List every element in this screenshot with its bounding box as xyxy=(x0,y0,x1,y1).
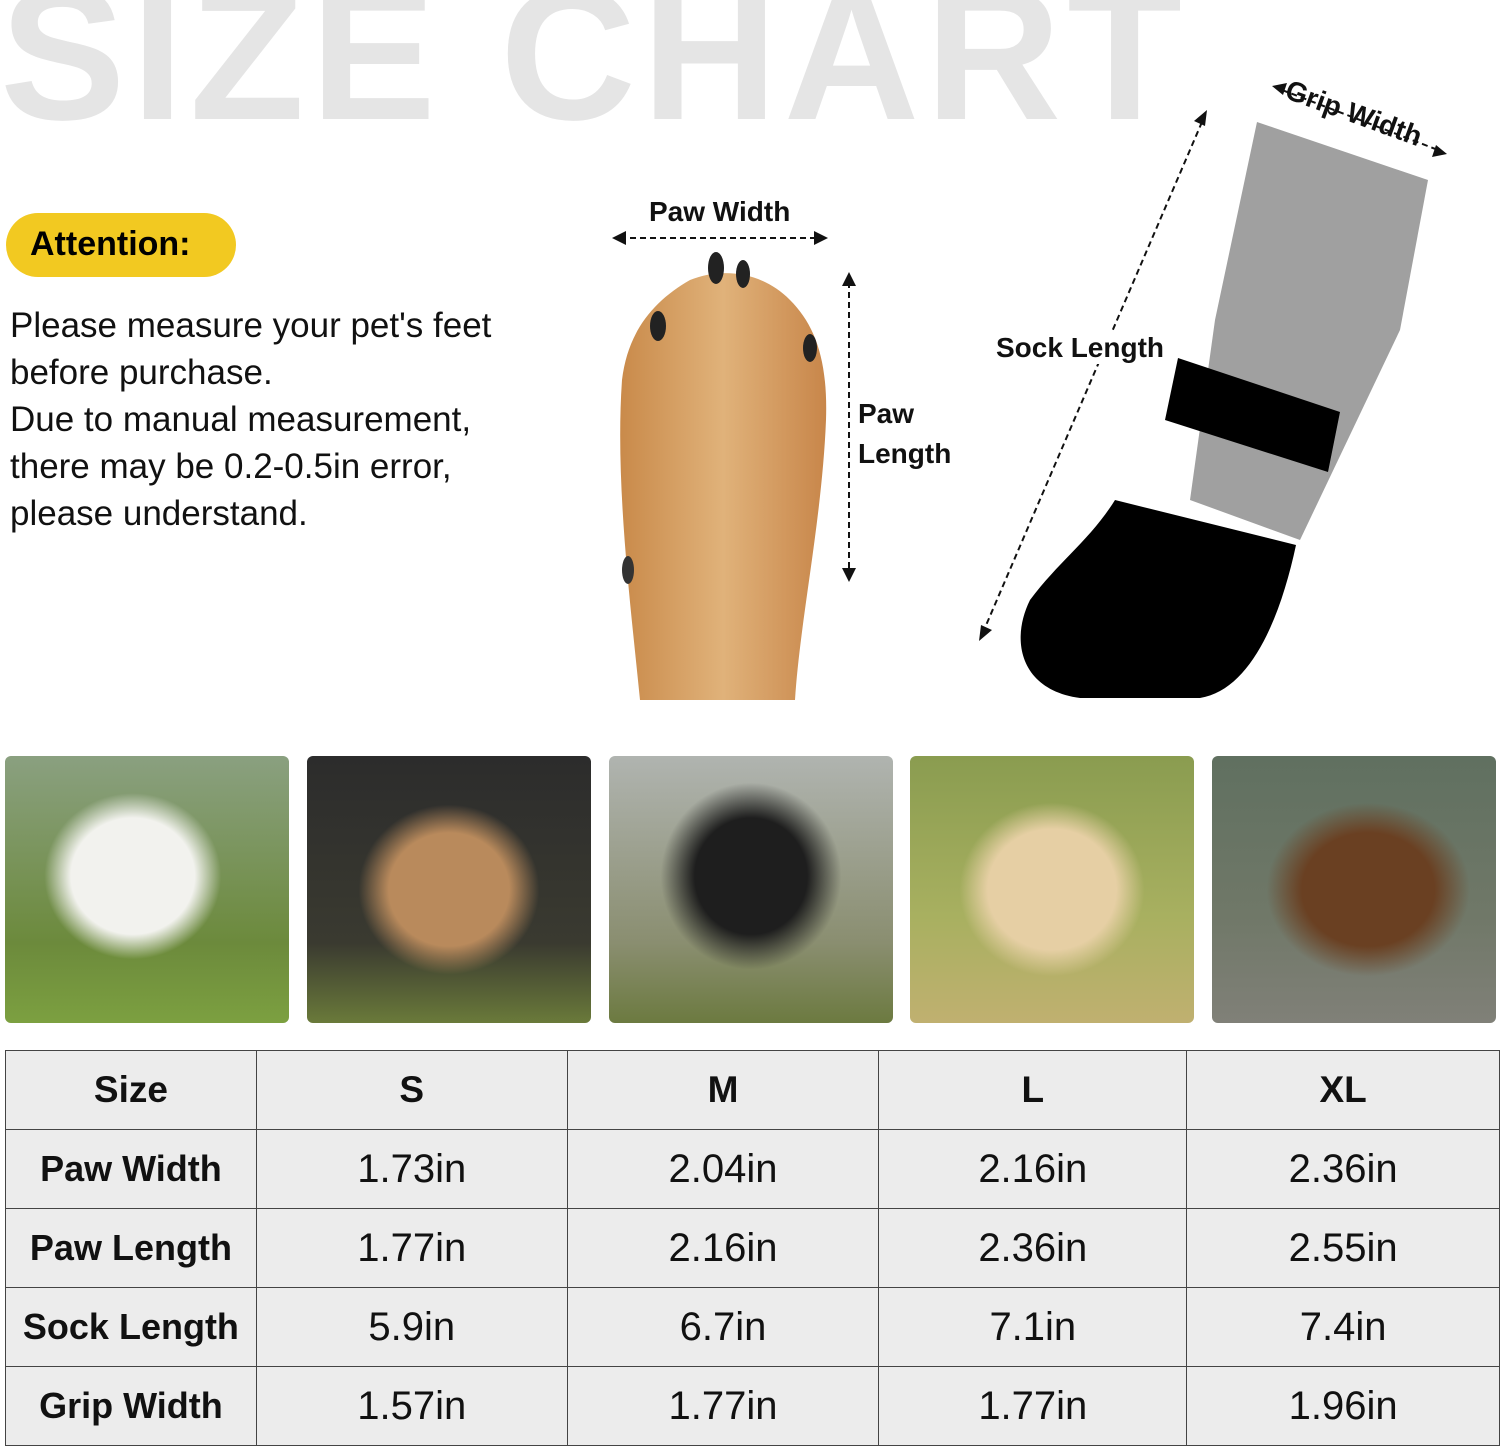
header-cell: M xyxy=(566,1050,880,1130)
table-row: Grip Width 1.57in 1.77in 1.77in 1.96in xyxy=(5,1366,1500,1446)
note-line: please understand. xyxy=(10,494,308,533)
sock-image xyxy=(1020,122,1428,698)
paw-width-arrow xyxy=(612,231,828,245)
dog-photo-west-highland-terrier xyxy=(5,756,289,1023)
paw-length-arrow xyxy=(842,272,856,582)
note-line: Please measure your pet's feet xyxy=(10,306,492,345)
dog-photo-border-collie xyxy=(609,756,893,1023)
paw-length-label-2: Length xyxy=(858,438,952,469)
header-cell: S xyxy=(255,1050,568,1130)
attention-note: Please measure your pet's feet before pu… xyxy=(10,302,590,537)
table-row: Sock Length 5.9in 6.7in 7.1in 7.4in xyxy=(5,1287,1500,1367)
note-line: there may be 0.2-0.5in error, xyxy=(10,447,452,486)
table-cell: 7.4in xyxy=(1186,1287,1500,1367)
measurement-diagram xyxy=(612,83,1447,700)
header-cell: XL xyxy=(1186,1050,1500,1130)
sock-length-label: Sock Length xyxy=(996,332,1165,364)
row-label: Paw Width xyxy=(5,1129,257,1209)
table-cell: 2.04in xyxy=(566,1129,880,1209)
table-cell: 2.36in xyxy=(878,1208,1188,1288)
table-cell: 1.57in xyxy=(255,1366,568,1446)
table-cell: 1.96in xyxy=(1186,1366,1500,1446)
paw-image xyxy=(620,252,827,700)
table-cell: 2.36in xyxy=(1186,1129,1500,1209)
size-table: Size S M L XL Paw Width 1.73in 2.04in 2.… xyxy=(5,1050,1500,1446)
table-header-row: Size S M L XL xyxy=(5,1050,1500,1130)
note-line: before purchase. xyxy=(10,353,273,392)
table-cell: 2.16in xyxy=(566,1208,880,1288)
table-cell: 2.16in xyxy=(878,1129,1188,1209)
sock-length-arrow xyxy=(979,110,1207,641)
table-cell: 5.9in xyxy=(255,1287,568,1367)
attention-label: Attention: xyxy=(30,225,191,263)
table-cell: 1.77in xyxy=(878,1366,1188,1446)
table-cell: 1.73in xyxy=(255,1129,568,1209)
paw-length-label-1: Paw xyxy=(858,398,915,429)
table-cell: 2.55in xyxy=(1186,1208,1500,1288)
dog-photo-german-shepherd xyxy=(1212,756,1496,1023)
table-cell: 7.1in xyxy=(878,1287,1188,1367)
page-title: SIZE CHART xyxy=(0,0,1188,159)
paw-width-label: Paw Width xyxy=(649,196,791,227)
grip-width-arrow xyxy=(1272,83,1447,157)
row-label: Paw Length xyxy=(5,1208,257,1288)
row-label: Grip Width xyxy=(5,1366,257,1446)
header-cell: Size xyxy=(5,1050,257,1130)
dog-photo-golden-retriever xyxy=(910,756,1194,1023)
table-cell: 1.77in xyxy=(566,1366,880,1446)
table-cell: 1.77in xyxy=(255,1208,568,1288)
header-cell: L xyxy=(878,1050,1188,1130)
note-line: Due to manual measurement, xyxy=(10,400,472,439)
table-row: Paw Length 1.77in 2.16in 2.36in 2.55in xyxy=(5,1208,1500,1288)
attention-badge: Attention: xyxy=(6,213,236,277)
table-cell: 6.7in xyxy=(566,1287,880,1367)
dog-photo-french-bulldog xyxy=(307,756,591,1023)
table-row: Paw Width 1.73in 2.04in 2.16in 2.36in xyxy=(5,1129,1500,1209)
row-label: Sock Length xyxy=(5,1287,257,1367)
